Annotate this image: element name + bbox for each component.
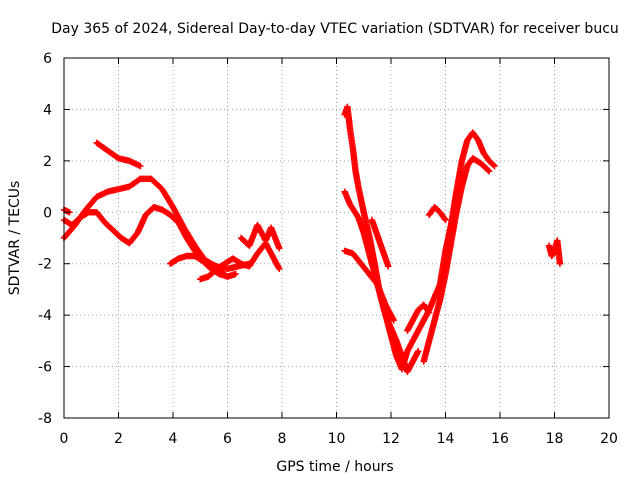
series-track-k <box>368 216 392 270</box>
series-track-d <box>60 206 73 216</box>
y-tick-label: -4 <box>38 308 52 324</box>
data-point <box>385 263 392 270</box>
data-points <box>60 103 564 375</box>
series-track-n <box>404 301 433 334</box>
x-tick-label: 18 <box>546 431 564 447</box>
y-axis-ticks: -8 -6 -4 -2 0 2 4 6 <box>38 51 609 427</box>
data-point <box>491 162 498 170</box>
x-tick-label: 10 <box>328 431 346 447</box>
x-tick-label: 4 <box>169 431 178 447</box>
y-tick-label: -8 <box>38 411 52 427</box>
data-point <box>484 166 492 174</box>
y-tick-label: -6 <box>38 360 52 376</box>
x-tick-label: 16 <box>491 431 509 447</box>
chart-title: Day 365 of 2024, Sidereal Day-to-day VTE… <box>51 21 619 37</box>
data-point <box>390 317 397 324</box>
series-track-a <box>93 139 144 170</box>
series-track-g <box>237 221 283 252</box>
y-tick-label: 6 <box>43 51 52 67</box>
x-tick-label: 2 <box>114 431 123 447</box>
y-tick-label: 4 <box>43 102 52 118</box>
data-point <box>490 161 497 169</box>
series-track-m <box>425 203 449 224</box>
y-tick-label: 2 <box>43 154 52 170</box>
x-tick-label: 20 <box>600 431 618 447</box>
data-point <box>425 309 433 316</box>
series-track-l <box>420 155 493 365</box>
x-axis-ticks: 0 2 4 6 8 10 12 14 16 18 20 <box>60 58 618 447</box>
data-point <box>556 260 564 267</box>
series-track-o <box>545 237 564 267</box>
x-axis-label: GPS time / hours <box>276 459 393 475</box>
x-tick-label: 8 <box>278 431 287 447</box>
data-point <box>276 245 283 252</box>
data-point <box>441 215 448 222</box>
data-point <box>442 216 449 224</box>
grid-lines <box>64 58 609 418</box>
x-tick-label: 14 <box>437 431 455 447</box>
data-point <box>425 308 432 315</box>
y-tick-label: -2 <box>38 257 52 273</box>
data-point <box>485 167 493 175</box>
data-point <box>415 347 422 355</box>
series-track-f <box>197 239 283 283</box>
y-axis-label: SDTVAR / TECUs <box>7 181 23 296</box>
data-point <box>232 270 239 278</box>
x-tick-label: 12 <box>382 431 400 447</box>
series-track-b <box>60 175 253 273</box>
series-track-e <box>167 252 231 280</box>
data-point <box>137 162 144 170</box>
y-tick-label: 0 <box>43 205 52 221</box>
x-tick-label: 0 <box>60 431 69 447</box>
data-point <box>276 265 283 273</box>
x-tick-label: 6 <box>223 431 232 447</box>
data-point <box>224 273 231 280</box>
series-track-j <box>341 247 397 324</box>
